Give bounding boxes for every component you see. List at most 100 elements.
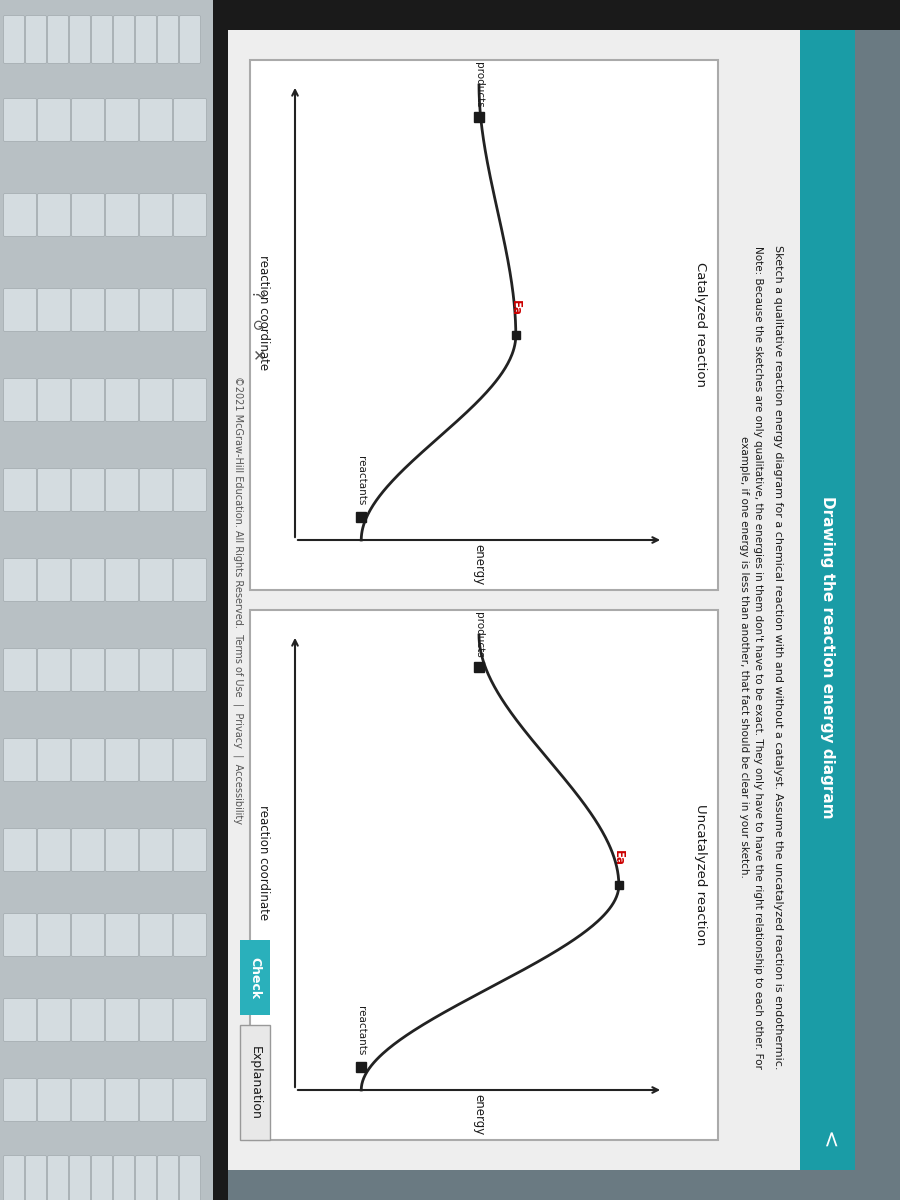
FancyBboxPatch shape [4,558,37,601]
FancyBboxPatch shape [38,738,70,781]
Text: reactants: reactants [356,456,366,505]
FancyBboxPatch shape [25,16,47,64]
FancyBboxPatch shape [71,1079,104,1122]
FancyBboxPatch shape [174,998,206,1042]
FancyBboxPatch shape [158,16,178,64]
FancyBboxPatch shape [105,998,139,1042]
FancyBboxPatch shape [38,648,70,691]
Text: Check: Check [248,956,262,1000]
FancyBboxPatch shape [174,378,206,421]
Text: energy: energy [472,1094,485,1135]
FancyBboxPatch shape [71,738,104,781]
FancyBboxPatch shape [4,16,24,64]
FancyBboxPatch shape [69,1156,91,1200]
Text: ©2021 McGraw-Hill Education. All Rights Reserved.  Terms of Use  |  Privacy  |  : ©2021 McGraw-Hill Education. All Rights … [233,376,244,824]
FancyBboxPatch shape [4,828,37,871]
FancyBboxPatch shape [71,468,104,511]
FancyBboxPatch shape [4,998,37,1042]
FancyBboxPatch shape [38,378,70,421]
Text: ↺: ↺ [248,319,263,331]
FancyBboxPatch shape [71,998,104,1042]
FancyBboxPatch shape [174,288,206,331]
Text: products: products [474,62,484,108]
FancyBboxPatch shape [105,1079,139,1122]
FancyBboxPatch shape [140,378,173,421]
Text: Ea: Ea [612,850,625,866]
FancyBboxPatch shape [71,648,104,691]
FancyBboxPatch shape [71,913,104,956]
FancyBboxPatch shape [174,468,206,511]
FancyBboxPatch shape [4,468,37,511]
FancyBboxPatch shape [4,648,37,691]
Text: reaction coordinate: reaction coordinate [257,254,271,370]
FancyBboxPatch shape [25,1156,47,1200]
FancyBboxPatch shape [69,16,91,64]
Text: reaction coordinate: reaction coordinate [257,805,271,920]
FancyBboxPatch shape [140,98,173,142]
FancyBboxPatch shape [92,16,112,64]
Text: Drawing the reaction energy diagram: Drawing the reaction energy diagram [820,496,835,818]
Polygon shape [250,610,718,1140]
FancyBboxPatch shape [4,1079,37,1122]
FancyBboxPatch shape [4,288,37,331]
Text: Note: Because the sketches are only qualitative, the energies in them don't have: Note: Because the sketches are only qual… [753,246,763,1068]
FancyBboxPatch shape [140,193,173,236]
FancyBboxPatch shape [179,1156,201,1200]
FancyBboxPatch shape [4,98,37,142]
FancyBboxPatch shape [140,468,173,511]
Text: energy: energy [472,545,485,586]
FancyBboxPatch shape [140,998,173,1042]
FancyBboxPatch shape [140,913,173,956]
FancyBboxPatch shape [105,468,139,511]
FancyBboxPatch shape [4,1156,24,1200]
FancyBboxPatch shape [71,378,104,421]
FancyBboxPatch shape [105,648,139,691]
Bar [0,0,900,30]
FancyBboxPatch shape [105,828,139,871]
FancyBboxPatch shape [38,193,70,236]
FancyBboxPatch shape [71,98,104,142]
FancyBboxPatch shape [174,738,206,781]
FancyBboxPatch shape [38,913,70,956]
FancyBboxPatch shape [48,16,68,64]
FancyBboxPatch shape [136,1156,157,1200]
Text: reactants: reactants [356,1006,366,1056]
FancyBboxPatch shape [113,1156,134,1200]
FancyBboxPatch shape [71,828,104,871]
FancyBboxPatch shape [174,828,206,871]
FancyBboxPatch shape [174,1079,206,1122]
FancyBboxPatch shape [71,558,104,601]
FancyBboxPatch shape [105,98,139,142]
FancyBboxPatch shape [140,738,173,781]
FancyBboxPatch shape [105,558,139,601]
Text: Ea: Ea [509,300,522,316]
FancyBboxPatch shape [113,16,134,64]
FancyBboxPatch shape [38,98,70,142]
FancyBboxPatch shape [105,193,139,236]
FancyBboxPatch shape [4,378,37,421]
FancyBboxPatch shape [71,288,104,331]
FancyBboxPatch shape [105,913,139,956]
FancyBboxPatch shape [174,98,206,142]
Bar [0,0,220,1200]
Bar [213,0,228,1200]
FancyBboxPatch shape [38,998,70,1042]
FancyBboxPatch shape [38,828,70,871]
Text: ✕: ✕ [248,349,263,361]
FancyBboxPatch shape [38,1079,70,1122]
Polygon shape [240,1025,270,1140]
FancyBboxPatch shape [4,193,37,236]
FancyBboxPatch shape [48,1156,68,1200]
Polygon shape [225,30,855,1170]
Polygon shape [240,940,270,1015]
FancyBboxPatch shape [140,648,173,691]
Polygon shape [250,60,718,590]
FancyBboxPatch shape [71,193,104,236]
Text: Catalyzed reaction: Catalyzed reaction [694,263,706,388]
Polygon shape [800,30,855,1170]
FancyBboxPatch shape [158,1156,178,1200]
FancyBboxPatch shape [174,913,206,956]
FancyBboxPatch shape [179,16,201,64]
FancyBboxPatch shape [38,468,70,511]
Text: Explanation: Explanation [248,1046,262,1120]
